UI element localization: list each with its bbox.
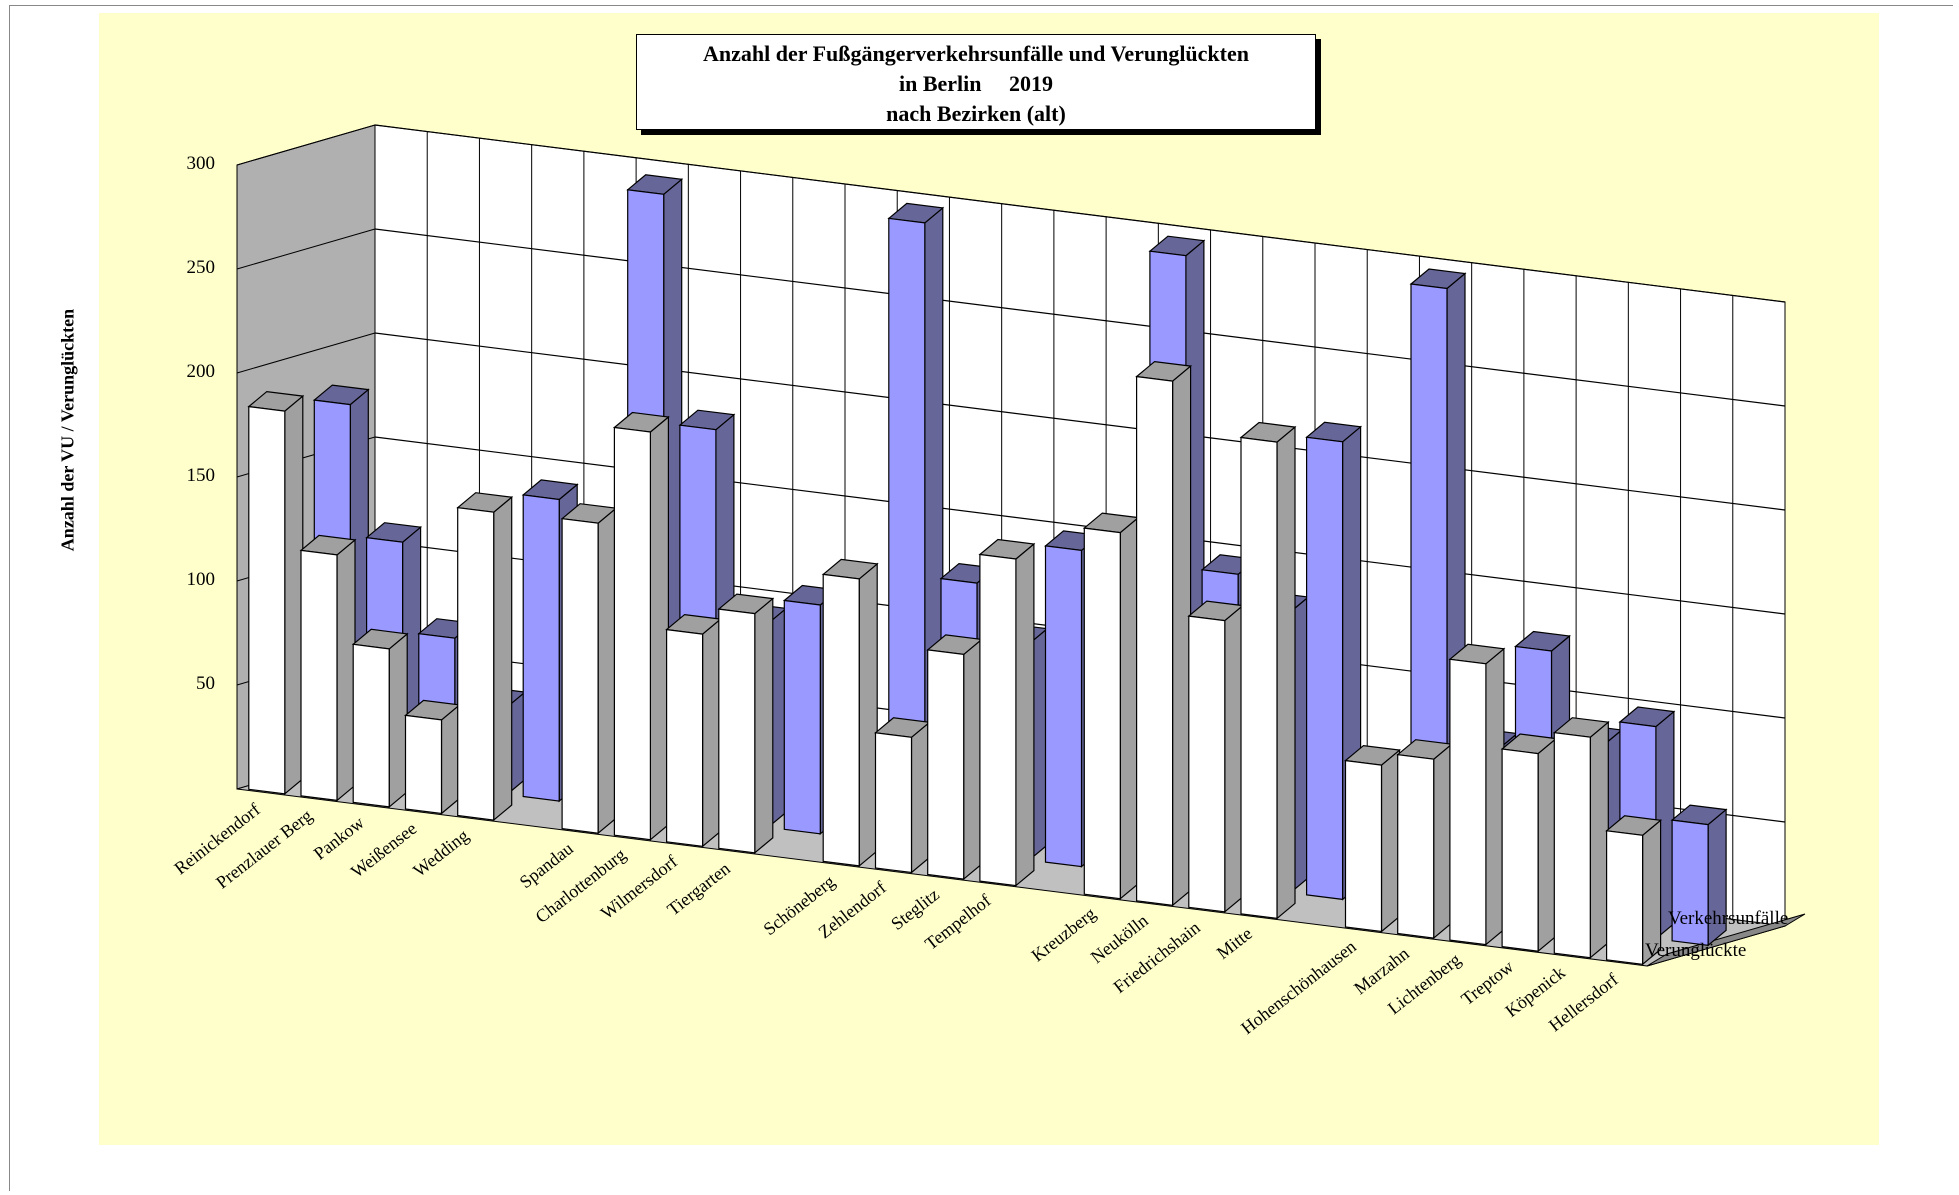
bar-verunglueckte-4-side — [493, 495, 513, 822]
bar-verunglueckte-5-side — [597, 506, 617, 835]
chart-title: Anzahl der Fußgängerverkehrsunfälle und … — [636, 34, 1316, 130]
bar-verunglueckte-17 — [1344, 744, 1401, 933]
gridline-back-150 — [374, 436, 1786, 615]
bar-verunglueckte-10 — [874, 717, 931, 874]
bar-verunglueckte-19-side — [1485, 647, 1505, 946]
bar-verunglueckte-3 — [404, 699, 461, 815]
bar-verunglueckte-15 — [1187, 600, 1245, 914]
chart-title-line-1: Anzahl der Fußgängerverkehrsunfälle und … — [702, 41, 1249, 66]
bar-verunglueckte-3-front — [404, 714, 443, 815]
bar-verunglueckte-8-front — [718, 608, 756, 854]
bar-verunglueckte-0 — [247, 390, 305, 796]
bar-verunglueckte-21-side — [1589, 720, 1609, 959]
bar-verunglueckte-20 — [1500, 733, 1558, 953]
chart-frame — [9, 5, 1953, 1191]
bar-verunglueckte-13-side — [1119, 516, 1139, 900]
bar-verkehrsunfaelle-16 — [1305, 421, 1363, 901]
chart-title-line-2: in Berlin 2019 — [898, 71, 1053, 96]
bar-verunglueckte-1-side — [336, 538, 356, 802]
bar-verunglueckte-11 — [926, 634, 984, 881]
bar-verunglueckte-16-side — [1276, 425, 1296, 920]
bar-verunglueckte-5 — [560, 503, 618, 835]
bar-verunglueckte-12-side — [1015, 542, 1035, 887]
bar-verunglueckte-9 — [821, 558, 879, 868]
y-axis-label-text: Anzahl der VU / Verunglückten — [57, 308, 78, 552]
bar-verunglueckte-6-front — [613, 426, 652, 841]
gridline-left-300 — [236, 124, 376, 166]
bar-verunglueckte-1-front — [300, 549, 338, 802]
bar-verunglueckte-3-side — [440, 703, 461, 815]
bar-verkehrsunfaelle-8-front — [783, 599, 821, 835]
bar-verunglueckte-7 — [665, 613, 723, 848]
legend-verkehrsunfaelle: Verkehrsunfälle — [1668, 908, 1789, 929]
bar-verunglueckte-14-side — [1171, 364, 1192, 907]
bar-verunglueckte-17-side — [1380, 748, 1401, 933]
bar-verunglueckte-17-front — [1344, 759, 1383, 933]
bar-verunglueckte-11-front — [927, 649, 965, 880]
bar-verunglueckte-8 — [717, 593, 775, 855]
bar-verunglueckte-20-side — [1537, 737, 1557, 953]
bar-verunglueckte-15-front — [1188, 615, 1226, 913]
bar-verunglueckte-21-front — [1553, 732, 1591, 959]
bar-verkehrsunfaelle-4-front — [522, 494, 560, 802]
bar-verunglueckte-18 — [1396, 739, 1454, 940]
bar-verunglueckte-13 — [1082, 512, 1140, 900]
bar-verunglueckte-1 — [299, 534, 357, 802]
y-tick-300: 300 — [186, 153, 216, 174]
bar-verunglueckte-10-front — [874, 732, 913, 874]
bar-verunglueckte-5-front — [561, 518, 599, 834]
legend-verunglueckte: Verunglückte — [1645, 940, 1747, 961]
bar-verunglueckte-0-front — [248, 405, 286, 795]
bar-verunglueckte-16 — [1239, 421, 1297, 920]
y-tick-200: 200 — [186, 361, 216, 382]
gridline-left-200 — [236, 332, 376, 374]
bar-verunglueckte-9-front — [822, 573, 860, 867]
bar-verunglueckte-4-front — [457, 507, 495, 821]
gridline-back-250 — [374, 228, 1786, 407]
bar-verunglueckte-9-side — [858, 562, 878, 868]
bar-verunglueckte-8-side — [754, 597, 774, 855]
gridline-back-200 — [374, 332, 1786, 511]
floor-edge — [1646, 913, 1806, 967]
y-tick-250: 250 — [186, 257, 216, 278]
y-tick-100: 100 — [186, 569, 216, 590]
bar-verunglueckte-6-side — [649, 415, 670, 841]
bar-verunglueckte-7-front — [665, 628, 704, 847]
bar-verkehrsunfaelle-12-front — [1044, 545, 1083, 868]
bar-verunglueckte-4 — [456, 492, 514, 822]
bar-verkehrsunfaelle-16-front — [1305, 436, 1344, 901]
bar-verunglueckte-18-front — [1397, 754, 1435, 939]
bar-verunglueckte-21 — [1552, 717, 1610, 959]
bar-verkehrsunfaelle-22-front — [1671, 819, 1709, 946]
bar-verunglueckte-15-side — [1224, 604, 1244, 914]
gridline-back-300 — [374, 124, 1786, 303]
bar-verunglueckte-2-front — [352, 643, 390, 808]
bar-verunglueckte-14-front — [1135, 375, 1174, 906]
bar-verunglueckte-19 — [1448, 643, 1506, 946]
bar-verunglueckte-20-front — [1501, 748, 1539, 952]
bars — [247, 174, 1728, 966]
gridline-left-250 — [236, 228, 376, 270]
bar-verunglueckte-11-side — [963, 638, 983, 881]
bar-verunglueckte-2-side — [388, 632, 408, 809]
bar-verunglueckte-6 — [612, 411, 670, 841]
bar-verunglueckte-22 — [1605, 815, 1663, 966]
y-tick-150: 150 — [186, 465, 216, 486]
bar-verunglueckte-22-front — [1605, 830, 1644, 965]
bar-verunglueckte-0-side — [284, 394, 304, 796]
bar-verkehrsunfaelle-22 — [1670, 804, 1728, 947]
y-tick-50: 50 — [196, 673, 215, 694]
bar-verunglueckte-16-front — [1240, 436, 1278, 920]
bar-verunglueckte-12-front — [979, 553, 1017, 887]
chart-title-line-3: nach Bezirken (alt) — [886, 101, 1066, 126]
bar-verunglueckte-10-side — [910, 721, 931, 874]
bar-verunglueckte-13-front — [1083, 527, 1121, 900]
bar-verunglueckte-14 — [1135, 360, 1193, 907]
bar-verunglueckte-19-front — [1449, 658, 1487, 946]
bar-verunglueckte-2 — [351, 628, 409, 809]
bar-verunglueckte-7-side — [701, 617, 722, 848]
bar-verunglueckte-12 — [978, 538, 1036, 887]
bar-verunglueckte-18-side — [1433, 742, 1453, 940]
